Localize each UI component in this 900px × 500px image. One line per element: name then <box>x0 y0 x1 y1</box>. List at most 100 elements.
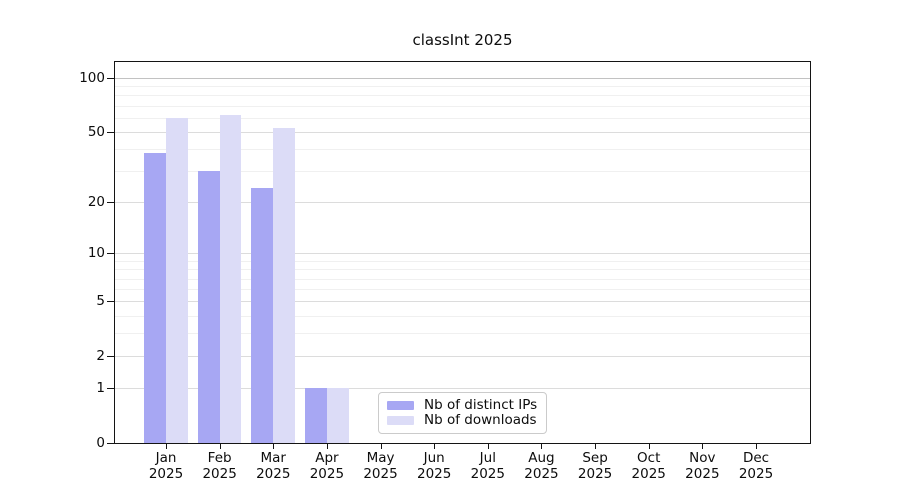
x-tick-label-apr: Apr 2025 <box>297 450 357 482</box>
x-tick-label-jul: Jul 2025 <box>458 450 518 482</box>
gridline-minor-8 <box>115 269 810 271</box>
x-tick-apr <box>326 444 328 449</box>
x-tick-label-nov: Nov 2025 <box>672 450 732 482</box>
x-tick-month: Oct <box>637 450 661 466</box>
gridline-minor-70 <box>115 105 810 107</box>
y-tick-5 <box>107 300 114 302</box>
legend-label: Nb of distinct IPs <box>424 397 538 413</box>
x-tick-month: Sep <box>582 450 608 466</box>
legend-swatch-downloads <box>387 415 414 426</box>
gridline-minor-60 <box>115 117 810 119</box>
plot-area <box>114 61 811 444</box>
x-tick-mar <box>273 444 275 449</box>
y-tick-label-10: 10 <box>87 245 105 262</box>
x-tick-jun <box>434 444 436 449</box>
bar-jan-downloads <box>166 117 188 443</box>
gridline-2 <box>115 356 810 358</box>
x-tick-year: 2025 <box>309 465 345 482</box>
gridline-10 <box>115 253 810 255</box>
legend-label: Nb of downloads <box>424 412 537 428</box>
x-tick-may <box>380 444 382 449</box>
y-tick-1 <box>107 387 114 389</box>
x-tick-label-jan: Jan 2025 <box>136 450 196 482</box>
x-tick-month: Nov <box>689 450 716 466</box>
x-tick-jan <box>166 444 167 449</box>
gridline-minor-6 <box>115 289 810 291</box>
x-tick-month: Jun <box>423 450 445 466</box>
x-tick-feb <box>219 444 221 449</box>
gridline-minor-40 <box>115 149 810 151</box>
x-tick-nov <box>702 444 704 449</box>
legend-entry-distinct-ips: Nb of distinct IPs <box>387 398 537 413</box>
x-tick-label-jun: Jun 2025 <box>404 450 464 482</box>
x-tick-year: 2025 <box>577 465 613 482</box>
gridline-5 <box>115 301 810 303</box>
x-tick-month: Jul <box>479 450 496 466</box>
x-tick-label-dec: Dec 2025 <box>726 450 786 482</box>
y-tick-label-5: 5 <box>96 293 105 310</box>
y-tick-20 <box>107 201 114 203</box>
x-tick-month: Feb <box>207 450 232 466</box>
x-tick-aug <box>541 444 543 449</box>
gridline-50 <box>115 132 810 134</box>
legend-swatch-distinct-ips <box>387 400 414 411</box>
bar-feb-downloads <box>219 115 242 443</box>
legend-entry-downloads: Nb of downloads <box>387 413 537 428</box>
x-tick-label-feb: Feb 2025 <box>190 450 250 482</box>
x-tick-label-may: May 2025 <box>351 450 411 482</box>
x-tick-year: 2025 <box>148 465 184 482</box>
y-tick-2 <box>107 355 114 357</box>
x-tick-month: Aug <box>528 450 555 466</box>
x-tick-month: Apr <box>315 450 339 466</box>
chart-title: classInt 2025 <box>412 31 513 49</box>
x-tick-month: Jan <box>155 450 177 466</box>
y-tick-0 <box>107 442 114 444</box>
gridline-100 <box>115 78 810 79</box>
gridline-minor-90 <box>115 86 810 88</box>
y-tick-label-2: 2 <box>96 348 105 365</box>
y-tick-label-1: 1 <box>96 380 105 397</box>
bar-apr-downloads <box>326 388 349 443</box>
bar-jan-distinct-ips <box>144 153 166 443</box>
y-tick-label-50: 50 <box>87 124 105 141</box>
bar-apr-distinct-ips <box>305 388 327 443</box>
gridline-minor-4 <box>115 315 810 317</box>
legend: Nb of distinct IPs Nb of downloads <box>378 392 548 434</box>
x-tick-label-aug: Aug 2025 <box>511 450 571 482</box>
bar-mar-distinct-ips <box>251 188 274 443</box>
x-tick-label-oct: Oct 2025 <box>619 450 679 482</box>
gridline-20 <box>115 202 810 204</box>
gridline-minor-30 <box>115 171 810 173</box>
y-tick-label-100: 100 <box>79 70 105 86</box>
x-tick-year: 2025 <box>202 465 237 482</box>
x-tick-month: Mar <box>260 450 286 466</box>
gridline-minor-80 <box>115 95 810 97</box>
gridline-minor-3 <box>115 333 810 335</box>
x-tick-year: 2025 <box>524 465 559 482</box>
x-tick-year: 2025 <box>363 465 398 482</box>
x-tick-oct <box>648 444 650 449</box>
y-tick-100 <box>107 77 114 79</box>
x-tick-dec <box>756 444 757 449</box>
x-tick-jul <box>487 444 489 449</box>
x-tick-year: 2025 <box>470 465 505 482</box>
bar-feb-distinct-ips <box>197 171 220 443</box>
x-tick-sep <box>595 444 597 449</box>
bar-mar-downloads <box>273 127 296 443</box>
x-tick-year: 2025 <box>685 465 720 482</box>
y-tick-50 <box>107 131 114 133</box>
x-tick-year: 2025 <box>631 465 666 482</box>
x-tick-month: May <box>366 450 395 466</box>
x-tick-label-mar: Mar 2025 <box>243 450 303 482</box>
gridline-minor-9 <box>115 260 810 262</box>
gridline-minor-7 <box>115 278 810 280</box>
y-tick-label-0: 0 <box>96 435 105 451</box>
x-tick-year: 2025 <box>416 465 452 482</box>
x-tick-label-sep: Sep 2025 <box>565 450 625 482</box>
x-tick-year: 2025 <box>256 465 291 482</box>
x-tick-month: Dec <box>742 450 770 466</box>
gridline-1 <box>115 388 810 390</box>
x-tick-year: 2025 <box>738 465 774 482</box>
y-tick-label-20: 20 <box>87 194 105 211</box>
